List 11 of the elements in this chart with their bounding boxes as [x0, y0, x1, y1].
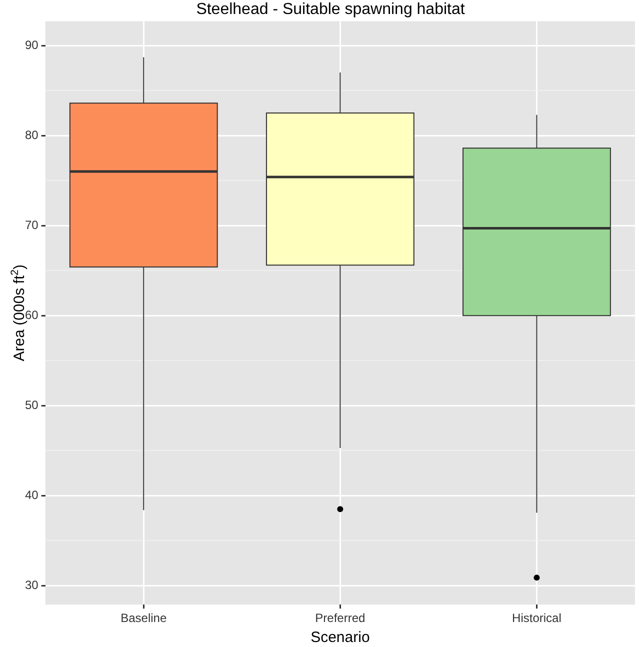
- y-tick-label: 70: [24, 218, 39, 232]
- x-tick-label: Historical: [512, 611, 562, 626]
- y-tick-label: 50: [24, 398, 39, 412]
- chart-title: Steelhead - Suitable spawning habitat: [196, 1, 466, 18]
- y-tick-label: 90: [24, 38, 39, 52]
- x-tick-label: Preferred: [315, 611, 366, 626]
- y-tick-label: 80: [24, 128, 39, 142]
- y-tick-label: 30: [24, 578, 39, 592]
- x-tick-label: Baseline: [120, 611, 167, 626]
- y-tick-label: 40: [24, 488, 39, 502]
- x-axis-title: Scenario: [310, 629, 370, 646]
